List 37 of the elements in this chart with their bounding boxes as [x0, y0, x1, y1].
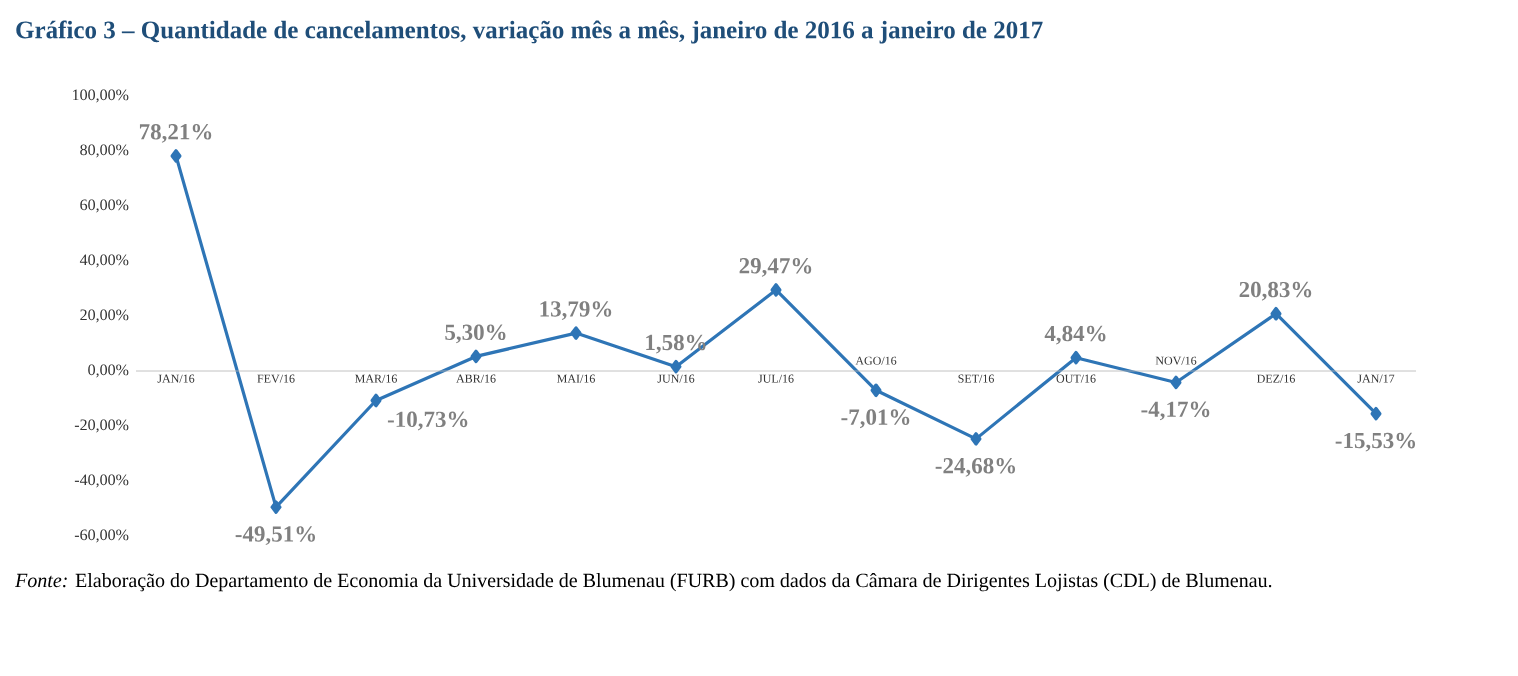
- point: [770, 283, 782, 297]
- y-tick-label: -60,00%: [74, 529, 129, 543]
- data-label: 20,83%: [1239, 281, 1312, 301]
- data-label: -7,01%: [841, 409, 910, 429]
- data-label: 1,58%: [646, 334, 706, 354]
- data-label: 5,30%: [445, 324, 506, 344]
- y-tick-label: 20,00%: [80, 309, 129, 323]
- point: [1170, 375, 1182, 390]
- data-label: -24,68%: [935, 457, 1016, 477]
- y-tick-label: 60,00%: [80, 199, 129, 213]
- data-label: 13,79%: [540, 301, 612, 320]
- y-tick-label: -20,00%: [74, 419, 129, 433]
- data-label: -15,53%: [1335, 432, 1416, 452]
- point: [1270, 306, 1282, 321]
- y-tick-label: 100,00%: [73, 89, 129, 103]
- chart-title: Gráfico 3 – Quantidade de cancelamentos, variação mês a mês, janeiro de 2016 a janeiro de 2017: [16, 20, 1043, 44]
- data-label: 78,21%: [139, 124, 212, 143]
- text: Fonte: Elaboração do Departamento de Economia da Universidade de Blumenau (FURB) com dados da Câmara de Dirigentes Lojistas (CDL) de Blumenau.: [14, 573, 1272, 592]
- point: [1070, 350, 1082, 365]
- data-label: 29,47%: [739, 258, 812, 277]
- data-label: -4,17%: [1141, 401, 1210, 421]
- y-tick-label: -40,00%: [74, 474, 129, 488]
- y-tick-label: 80,00%: [80, 144, 129, 158]
- point: [270, 500, 282, 514]
- data-label: -10,73%: [387, 411, 468, 431]
- data-label: 4,84%: [1044, 325, 1106, 345]
- point: [370, 393, 382, 408]
- point: [470, 349, 482, 364]
- point: [1370, 406, 1382, 421]
- point: [170, 149, 182, 163]
- y-tick-label: 0,00%: [88, 364, 129, 378]
- point: [670, 359, 682, 374]
- point: [870, 383, 882, 398]
- point: [970, 432, 982, 446]
- point: [570, 326, 582, 340]
- data-label: -49,51%: [235, 526, 316, 546]
- y-tick-label: 40,00%: [79, 254, 129, 268]
